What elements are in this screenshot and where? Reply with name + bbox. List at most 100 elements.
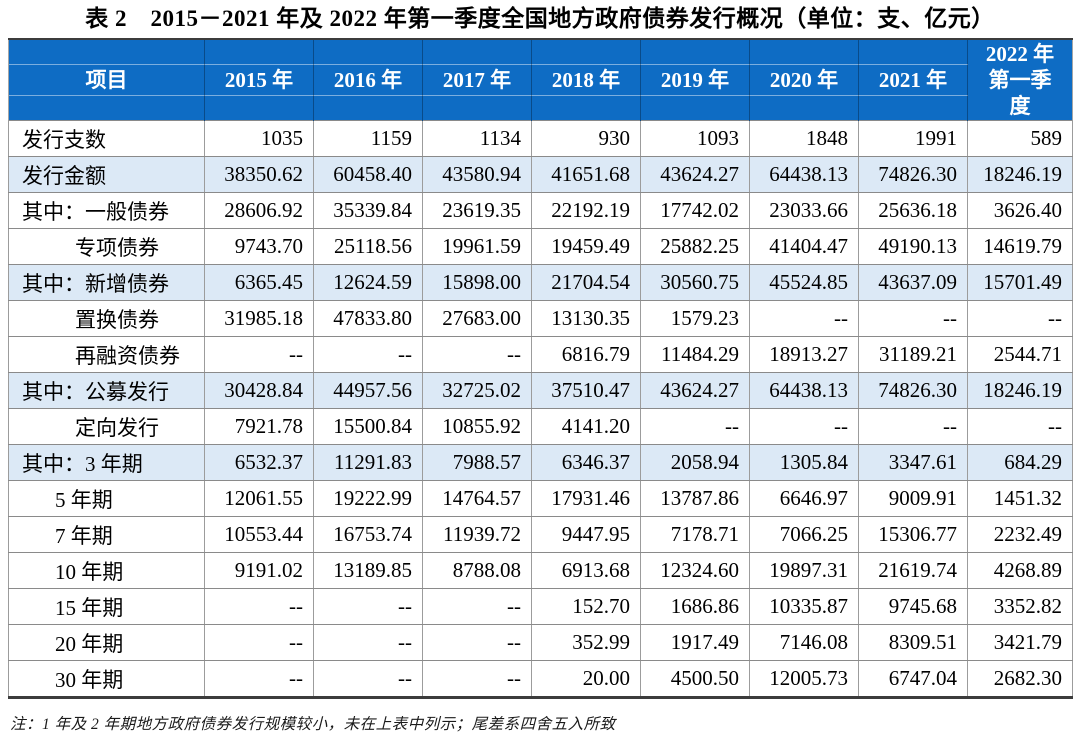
- cell-value: 74826.30: [858, 156, 968, 193]
- column-header: 2016 年: [313, 39, 423, 121]
- cell-value: 3626.40: [967, 192, 1073, 229]
- cell-value: 8788.08: [422, 552, 532, 589]
- cell-value: 4268.89: [967, 552, 1073, 589]
- cell-value: --: [204, 588, 314, 625]
- row-label: 再融资债券: [8, 336, 205, 373]
- cell-value: 28606.92: [204, 192, 314, 229]
- cell-value: --: [204, 336, 314, 373]
- cell-value: 152.70: [531, 588, 641, 625]
- cell-value: 1093: [640, 120, 750, 157]
- cell-value: 64438.13: [749, 372, 859, 409]
- cell-value: 2232.49: [967, 516, 1073, 553]
- cell-value: 31985.18: [204, 300, 314, 337]
- cell-value: 6532.37: [204, 444, 314, 481]
- cell-value: --: [967, 408, 1073, 445]
- table-row: 30 年期 -- -- -- 20.00 4500.50 12005.73 6747.04 26…: [8, 660, 1073, 698]
- table-row: 其中：公募发行 30428.84 44957.56 32725.02 37510.47 4…: [8, 372, 1073, 409]
- table-row: 10 年期 9191.02 13189.85 8788.08 6913.68 12324.…: [8, 552, 1073, 589]
- cell-value: 22192.19: [531, 192, 641, 229]
- bond-issuance-table: 项目 2015 年 2016 年 2017 年 2018 年 2019 年 2020 年 20…: [8, 38, 1073, 699]
- cell-value: 3352.82: [967, 588, 1073, 625]
- cell-value: 19961.59: [422, 228, 532, 265]
- column-header: 2020 年: [749, 39, 859, 121]
- cell-value: 11484.29: [640, 336, 750, 373]
- table-row: 置换债券 31985.18 47833.80 27683.00 13130.35 1579…: [8, 300, 1073, 337]
- table-header: 项目 2015 年 2016 年 2017 年 2018 年 2019 年 2020 年 20…: [9, 39, 1073, 121]
- cell-value: 1686.86: [640, 588, 750, 625]
- row-label: 置换债券: [8, 300, 205, 337]
- cell-value: --: [313, 624, 423, 661]
- row-label: 15 年期: [8, 588, 205, 625]
- footnote: 注：1 年及 2 年期地方政府债券发行规模较小，未在上表中列示；尾差系四舍五入所…: [10, 716, 616, 733]
- table-title: 表 2 2015－2021 年及 2022 年第一季度全国地方政府债券发行概况（…: [85, 6, 995, 31]
- cell-value: 10855.92: [422, 408, 532, 445]
- cell-value: 4141.20: [531, 408, 641, 445]
- cell-value: 18913.27: [749, 336, 859, 373]
- table-row: 发行支数 1035 1159 1134 930 1093 1848 1991 589: [8, 120, 1073, 157]
- cell-value: 43637.09: [858, 264, 968, 301]
- cell-value: 1579.23: [640, 300, 750, 337]
- cell-value: 9009.91: [858, 480, 968, 517]
- cell-value: 16753.74: [313, 516, 423, 553]
- cell-value: 1848: [749, 120, 859, 157]
- cell-value: 6365.45: [204, 264, 314, 301]
- table-row: 其中：一般债券 28606.92 35339.84 23619.35 22192.19 1…: [8, 192, 1073, 229]
- table-body: 发行支数 1035 1159 1134 930 1093 1848 1991 589 发行金额 38…: [8, 120, 1073, 698]
- table-row: 15 年期 -- -- -- 152.70 1686.86 10335.87 9745.68 3…: [8, 588, 1073, 625]
- cell-value: 30560.75: [640, 264, 750, 301]
- table-footnotes: 注：1 年及 2 年期地方政府债券发行规模较小，未在上表中列示；尾差系四舍五入所…: [10, 708, 1080, 736]
- cell-value: 27683.00: [422, 300, 532, 337]
- cell-value: 38350.62: [204, 156, 314, 193]
- row-label: 7 年期: [8, 516, 205, 553]
- table-row: 定向发行 7921.78 15500.84 10855.92 4141.20 -- -- --…: [8, 408, 1073, 445]
- cell-value: --: [749, 300, 859, 337]
- cell-value: 30428.84: [204, 372, 314, 409]
- cell-value: --: [422, 624, 532, 661]
- cell-value: 13130.35: [531, 300, 641, 337]
- cell-value: 7921.78: [204, 408, 314, 445]
- cell-value: 15898.00: [422, 264, 532, 301]
- row-label: 其中：新增债券: [8, 264, 205, 301]
- row-label: 其中：3 年期: [8, 444, 205, 481]
- table-row: 发行金额 38350.62 60458.40 43580.94 41651.68 4362…: [8, 156, 1073, 193]
- cell-value: 13189.85: [313, 552, 423, 589]
- cell-value: 74826.30: [858, 372, 968, 409]
- cell-value: --: [858, 300, 968, 337]
- cell-value: --: [313, 336, 423, 373]
- cell-value: 7146.08: [749, 624, 859, 661]
- cell-value: 1134: [422, 120, 532, 157]
- row-label: 定向发行: [8, 408, 205, 445]
- cell-value: 17931.46: [531, 480, 641, 517]
- cell-value: --: [313, 660, 423, 698]
- cell-value: 1917.49: [640, 624, 750, 661]
- cell-value: 64438.13: [749, 156, 859, 193]
- column-header: 2019 年: [640, 39, 750, 121]
- row-label: 其中：公募发行: [8, 372, 205, 409]
- row-label: 10 年期: [8, 552, 205, 589]
- cell-value: 21619.74: [858, 552, 968, 589]
- cell-value: 1159: [313, 120, 423, 157]
- table-row: 20 年期 -- -- -- 352.99 1917.49 7146.08 8309.51 34…: [8, 624, 1073, 661]
- cell-value: 49190.13: [858, 228, 968, 265]
- cell-value: 3347.61: [858, 444, 968, 481]
- row-label: 20 年期: [8, 624, 205, 661]
- cell-value: 12624.59: [313, 264, 423, 301]
- cell-value: 23033.66: [749, 192, 859, 229]
- cell-value: 9745.68: [858, 588, 968, 625]
- cell-value: 1305.84: [749, 444, 859, 481]
- cell-value: 1451.32: [967, 480, 1073, 517]
- cell-value: 7988.57: [422, 444, 532, 481]
- cell-value: --: [858, 408, 968, 445]
- cell-value: --: [640, 408, 750, 445]
- cell-value: 17742.02: [640, 192, 750, 229]
- cell-value: --: [422, 336, 532, 373]
- cell-value: 32725.02: [422, 372, 532, 409]
- table-row: 其中：3 年期 6532.37 11291.83 7988.57 6346.37 2058…: [8, 444, 1073, 481]
- cell-value: --: [204, 660, 314, 698]
- cell-value: 2544.71: [967, 336, 1073, 373]
- cell-value: --: [749, 408, 859, 445]
- cell-value: 15701.49: [967, 264, 1073, 301]
- row-label: 发行支数: [8, 120, 205, 157]
- cell-value: 43580.94: [422, 156, 532, 193]
- row-label: 其中：一般债券: [8, 192, 205, 229]
